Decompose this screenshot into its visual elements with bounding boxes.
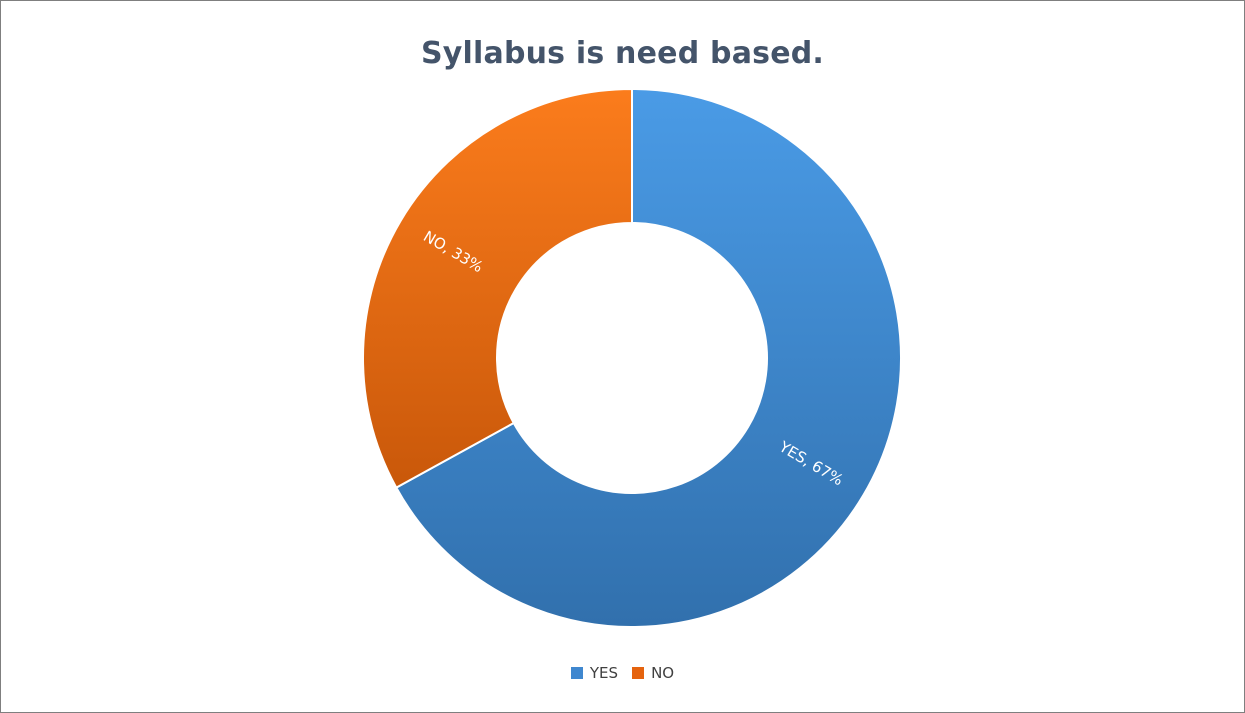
slice-no (362, 87, 633, 489)
legend-swatch-yes (570, 667, 583, 679)
legend-swatch-no (632, 667, 645, 679)
legend-label-yes: YES (589, 664, 619, 682)
legend-item-no: NO (632, 664, 674, 682)
slice-yes (394, 87, 902, 628)
chart-title: Syllabus is need based. (420, 36, 825, 71)
legend-label-no: NO (651, 664, 675, 682)
legend-item-yes: YES (570, 664, 619, 682)
chart-legend: YES NO (0, 664, 1245, 682)
